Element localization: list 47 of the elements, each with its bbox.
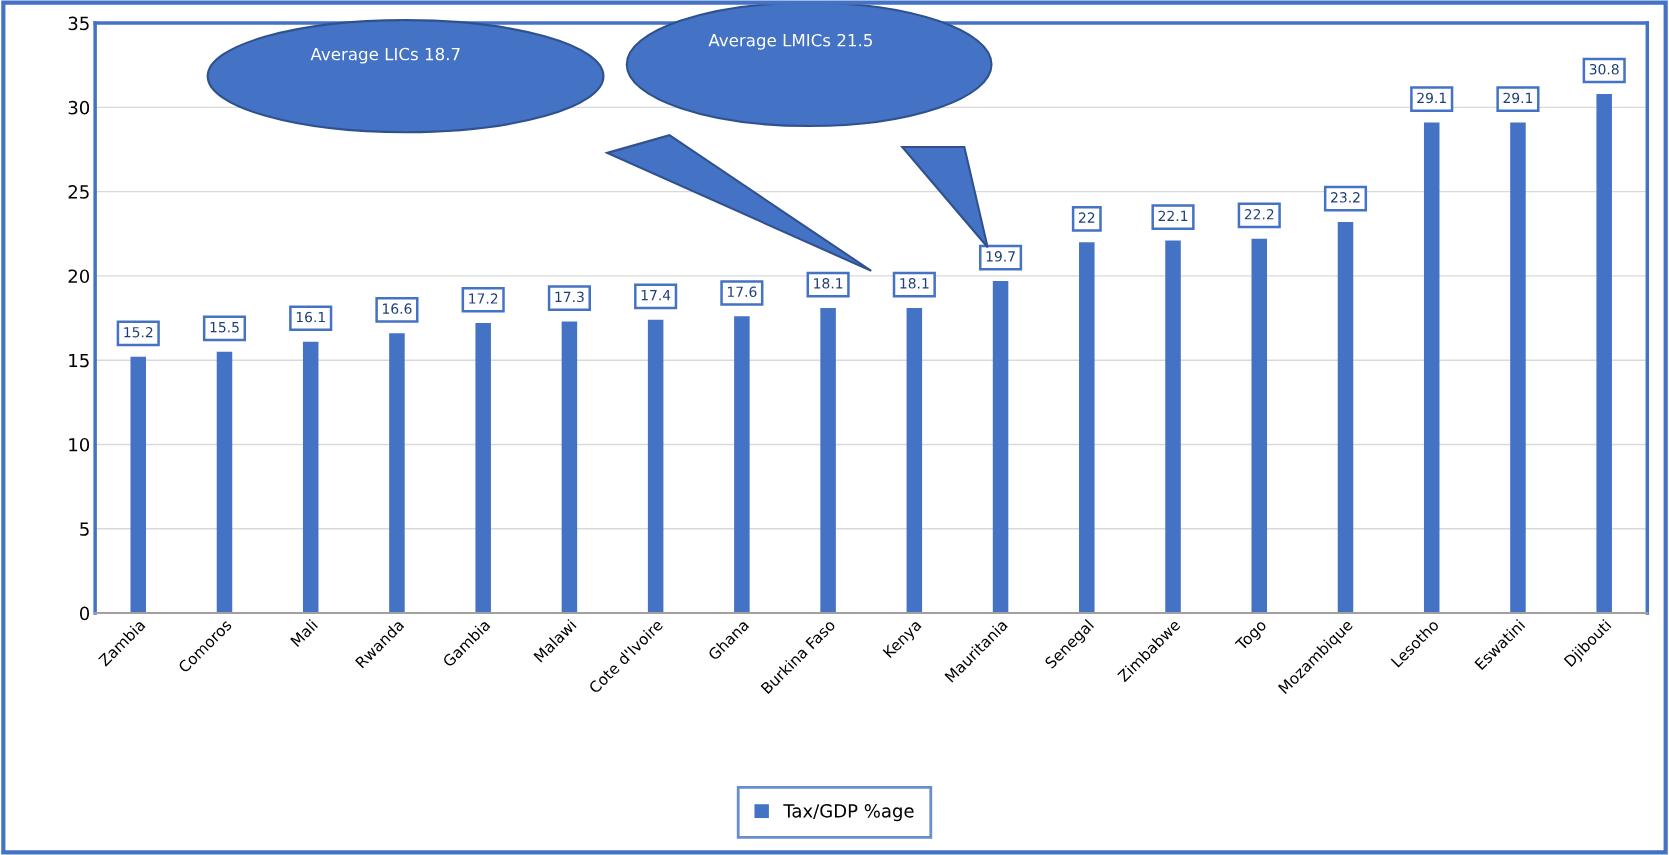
data-label: 30.8 [1589, 64, 1619, 75]
y-tick-label: 35 [68, 16, 89, 31]
bar [1337, 221, 1354, 614]
annotation: Average LICs 18.7 [310, 47, 460, 64]
y-tick-label: 0 [79, 606, 90, 621]
y-tick-label: 10 [69, 437, 90, 452]
bar [1510, 122, 1526, 614]
data-label: 16.6 [383, 303, 412, 314]
data-label: 17.3 [555, 291, 584, 303]
data-label: 22.2 [1244, 208, 1274, 220]
data-label: 29.1 [1503, 92, 1533, 104]
bar [1079, 242, 1095, 614]
data-label: 15.5 [210, 322, 239, 333]
data-label: 23.2 [1331, 192, 1360, 203]
y-tick-label: 30 [68, 100, 90, 115]
annotation: Average LMICs 21.5 [708, 33, 872, 50]
data-label: 22.1 [1158, 210, 1188, 221]
bar [389, 333, 405, 614]
bar [992, 280, 1009, 614]
legend-label: Tax/GDP %age [783, 804, 914, 822]
bar [820, 307, 836, 614]
bar [216, 351, 233, 614]
y-tick-label: 25 [68, 185, 89, 199]
bar [130, 356, 147, 614]
data-label: 15.2 [124, 326, 153, 338]
bar [1596, 93, 1612, 614]
data-label: 18.1 [814, 278, 843, 289]
data-label: 17.4 [641, 290, 671, 301]
y-tick-label: 15 [69, 353, 89, 368]
bar [1423, 122, 1440, 614]
y-tick-label: 20 [68, 269, 90, 284]
bar [475, 323, 491, 614]
bar [1251, 238, 1268, 614]
data-label: 16.1 [296, 311, 325, 323]
bar [906, 307, 923, 614]
data-label: 29.1 [1417, 92, 1446, 104]
data-label: 17.2 [469, 293, 498, 304]
bar [561, 321, 578, 614]
data-label: 19.7 [986, 251, 1015, 262]
bar [1165, 240, 1181, 614]
bar [734, 316, 750, 614]
data-label: 22 [1078, 212, 1095, 223]
bar [302, 341, 319, 614]
bar [647, 319, 664, 614]
y-tick-label: 5 [80, 522, 89, 536]
data-label: 17.6 [727, 286, 757, 298]
data-label: 18.1 [900, 278, 929, 289]
